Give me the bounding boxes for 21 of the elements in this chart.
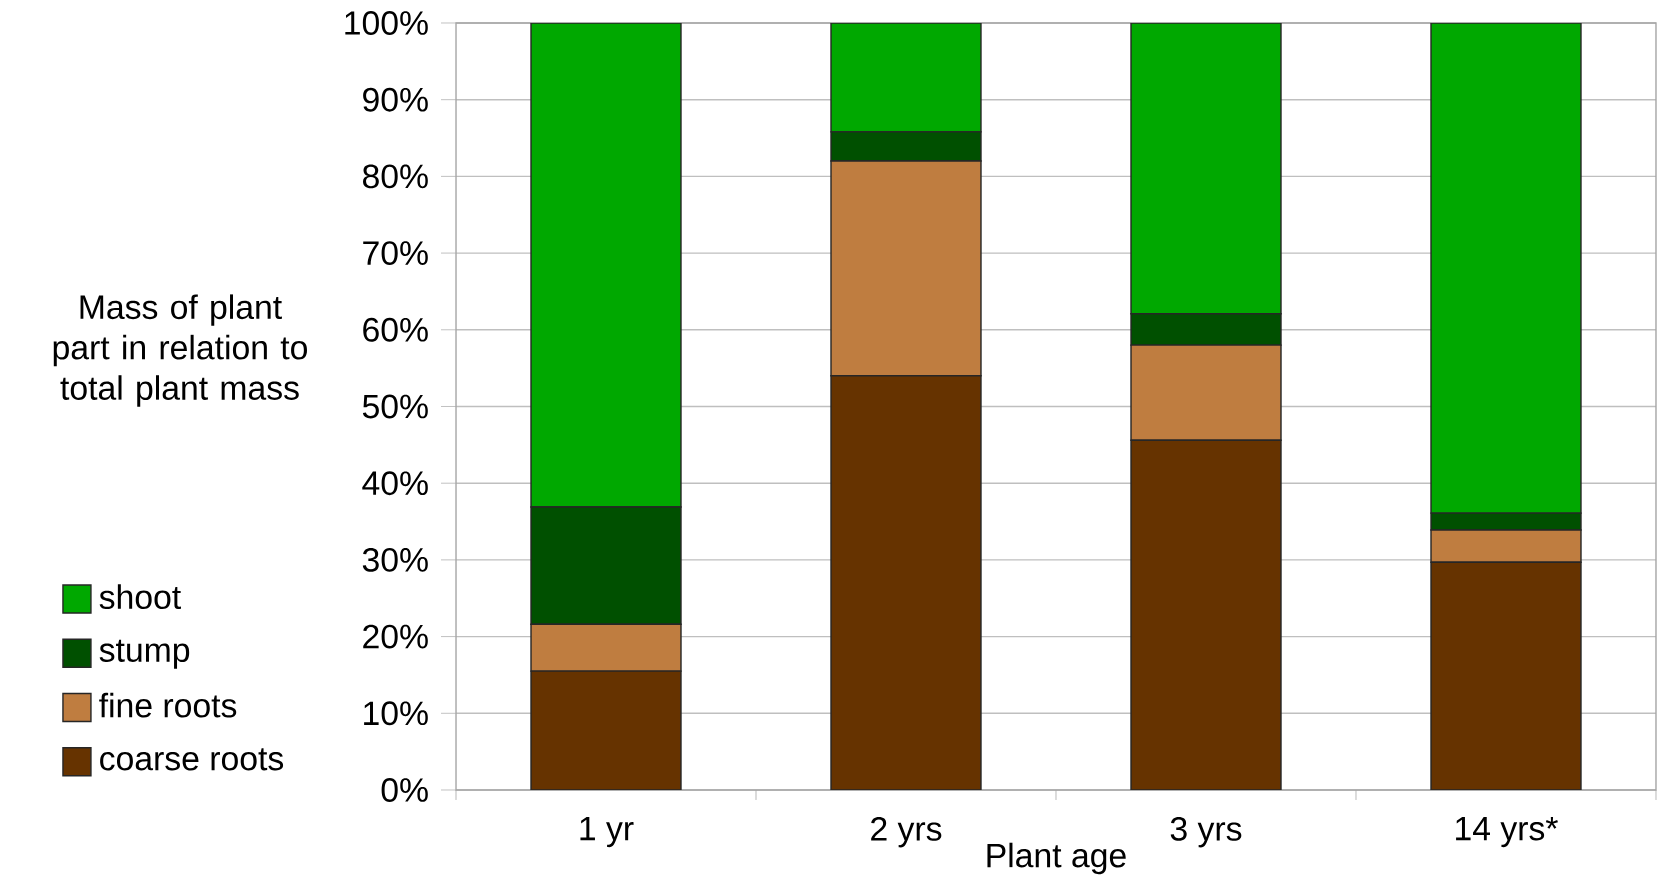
y-tick-label: 60%	[363, 317, 428, 342]
y-tick-label: 70%	[363, 241, 428, 266]
y-tick-label: 20%	[363, 624, 428, 649]
x-tick-label: 1 yr	[580, 816, 634, 848]
y-tick-label: 0%	[381, 778, 428, 802]
x-tick-label: 2 yrs	[871, 816, 942, 848]
x-axis-title: Plant age	[987, 842, 1126, 875]
y-axis-title: Mass of plant part in relation to total plant mass	[53, 294, 307, 407]
legend-label: coarse roots	[100, 748, 284, 771]
y-tick-label: 10%	[364, 701, 428, 726]
y-tick-label: 40%	[362, 471, 428, 496]
y-tick-label: 90%	[363, 87, 428, 112]
y-tick-label: 100%	[345, 11, 428, 35]
x-tick-label: 3 yrs	[1170, 816, 1242, 848]
y-tick-label: 80%	[363, 164, 428, 189]
x-tick-label: 14 yrs*	[1456, 816, 1558, 848]
legend-label: fine roots	[99, 692, 237, 718]
legend-label: shoot	[99, 584, 181, 610]
legend-label: stump	[99, 639, 190, 669]
y-tick-label: 50%	[362, 394, 428, 419]
y-tick-label: 30%	[362, 547, 428, 572]
